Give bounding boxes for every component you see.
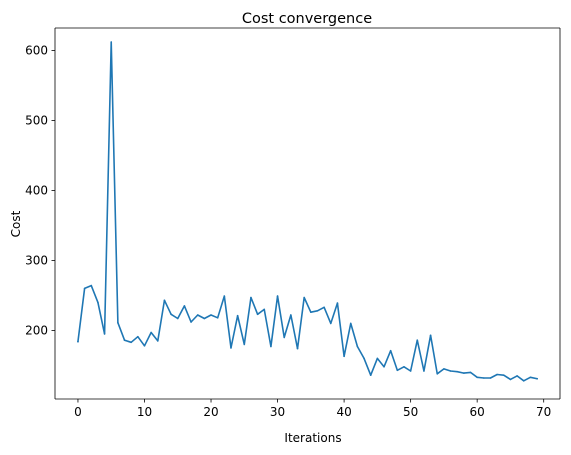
data-point	[77, 340, 79, 343]
data-point	[216, 317, 219, 319]
data-point	[449, 370, 452, 372]
data-point	[117, 321, 119, 324]
x-tick-label: 60	[470, 405, 485, 419]
data-point	[396, 369, 399, 372]
x-tick-label: 20	[203, 405, 218, 419]
data-point	[496, 373, 498, 376]
x-axis-ticks: 0 10 20 30 40 50 60 70	[74, 399, 551, 419]
data-point	[383, 366, 385, 368]
y-tick-label: 400	[25, 184, 48, 198]
plot-area	[55, 28, 560, 399]
data-point	[349, 322, 352, 325]
data-point	[90, 284, 93, 287]
data-point	[243, 343, 246, 346]
data-point	[356, 345, 359, 348]
data-point	[296, 347, 299, 350]
data-point	[263, 308, 266, 311]
data-point	[196, 314, 199, 316]
data-point	[323, 306, 325, 309]
data-point	[463, 372, 465, 374]
data-point	[223, 295, 226, 297]
data-point	[97, 301, 99, 304]
chart-title: Cost convergence	[242, 11, 372, 27]
data-point	[343, 355, 345, 358]
data-point	[123, 339, 126, 342]
data-point	[290, 314, 292, 316]
data-point	[270, 345, 272, 348]
data-point	[456, 370, 459, 373]
data-point	[183, 305, 186, 307]
data-point	[329, 322, 332, 325]
data-point	[409, 370, 412, 372]
series-layer	[77, 41, 538, 382]
y-tick-label: 200	[25, 324, 48, 338]
y-axis-label: Cost	[9, 210, 23, 237]
data-point	[536, 377, 538, 380]
data-point	[502, 374, 505, 377]
axes-background	[55, 28, 560, 399]
data-point	[130, 341, 132, 344]
data-point	[230, 347, 232, 349]
y-tick-label: 600	[25, 44, 48, 58]
data-point	[236, 314, 239, 317]
data-point	[522, 380, 525, 382]
x-tick-label: 70	[536, 405, 551, 419]
data-point	[190, 321, 192, 323]
data-point	[429, 334, 432, 337]
data-point	[137, 335, 139, 338]
data-point	[336, 302, 339, 304]
x-tick-label: 50	[403, 405, 418, 419]
y-axis-ticks: 200 300 400 500 600	[25, 44, 55, 338]
data-point	[110, 41, 113, 43]
y-tick-label: 300	[25, 254, 48, 268]
data-point	[310, 311, 312, 314]
data-point	[423, 370, 425, 372]
data-point	[529, 376, 532, 379]
data-point	[369, 374, 372, 377]
series-line-0	[77, 41, 538, 382]
data-point	[483, 377, 485, 379]
data-point	[376, 357, 379, 360]
data-point	[283, 336, 286, 339]
data-point	[256, 313, 259, 316]
x-tick-label: 10	[137, 405, 152, 419]
data-point	[303, 296, 305, 299]
x-tick-label: 0	[74, 405, 82, 419]
data-point	[363, 357, 365, 360]
data-point	[509, 378, 512, 381]
data-point	[389, 349, 392, 352]
data-point	[163, 299, 166, 302]
x-tick-label: 30	[270, 405, 285, 419]
data-point	[210, 314, 212, 316]
data-point	[83, 287, 86, 290]
data-point	[316, 310, 319, 312]
data-point	[170, 313, 172, 316]
data-point	[203, 317, 206, 320]
data-point	[176, 317, 179, 320]
x-axis-label: Iterations	[284, 431, 341, 445]
data-point	[476, 376, 478, 379]
data-point	[157, 340, 159, 342]
data-point	[250, 296, 252, 299]
data-point	[516, 375, 518, 377]
x-tick-label: 40	[336, 405, 351, 419]
data-point	[143, 345, 146, 347]
data-point	[276, 295, 279, 297]
data-point	[436, 373, 439, 375]
axes-frame	[54, 27, 561, 400]
data-point	[403, 366, 405, 368]
data-point	[103, 333, 106, 335]
data-point	[416, 339, 419, 342]
data-point	[489, 377, 492, 379]
y-tick-label: 500	[25, 114, 48, 128]
data-point	[469, 371, 472, 374]
data-point	[443, 368, 445, 370]
data-point	[150, 331, 152, 334]
